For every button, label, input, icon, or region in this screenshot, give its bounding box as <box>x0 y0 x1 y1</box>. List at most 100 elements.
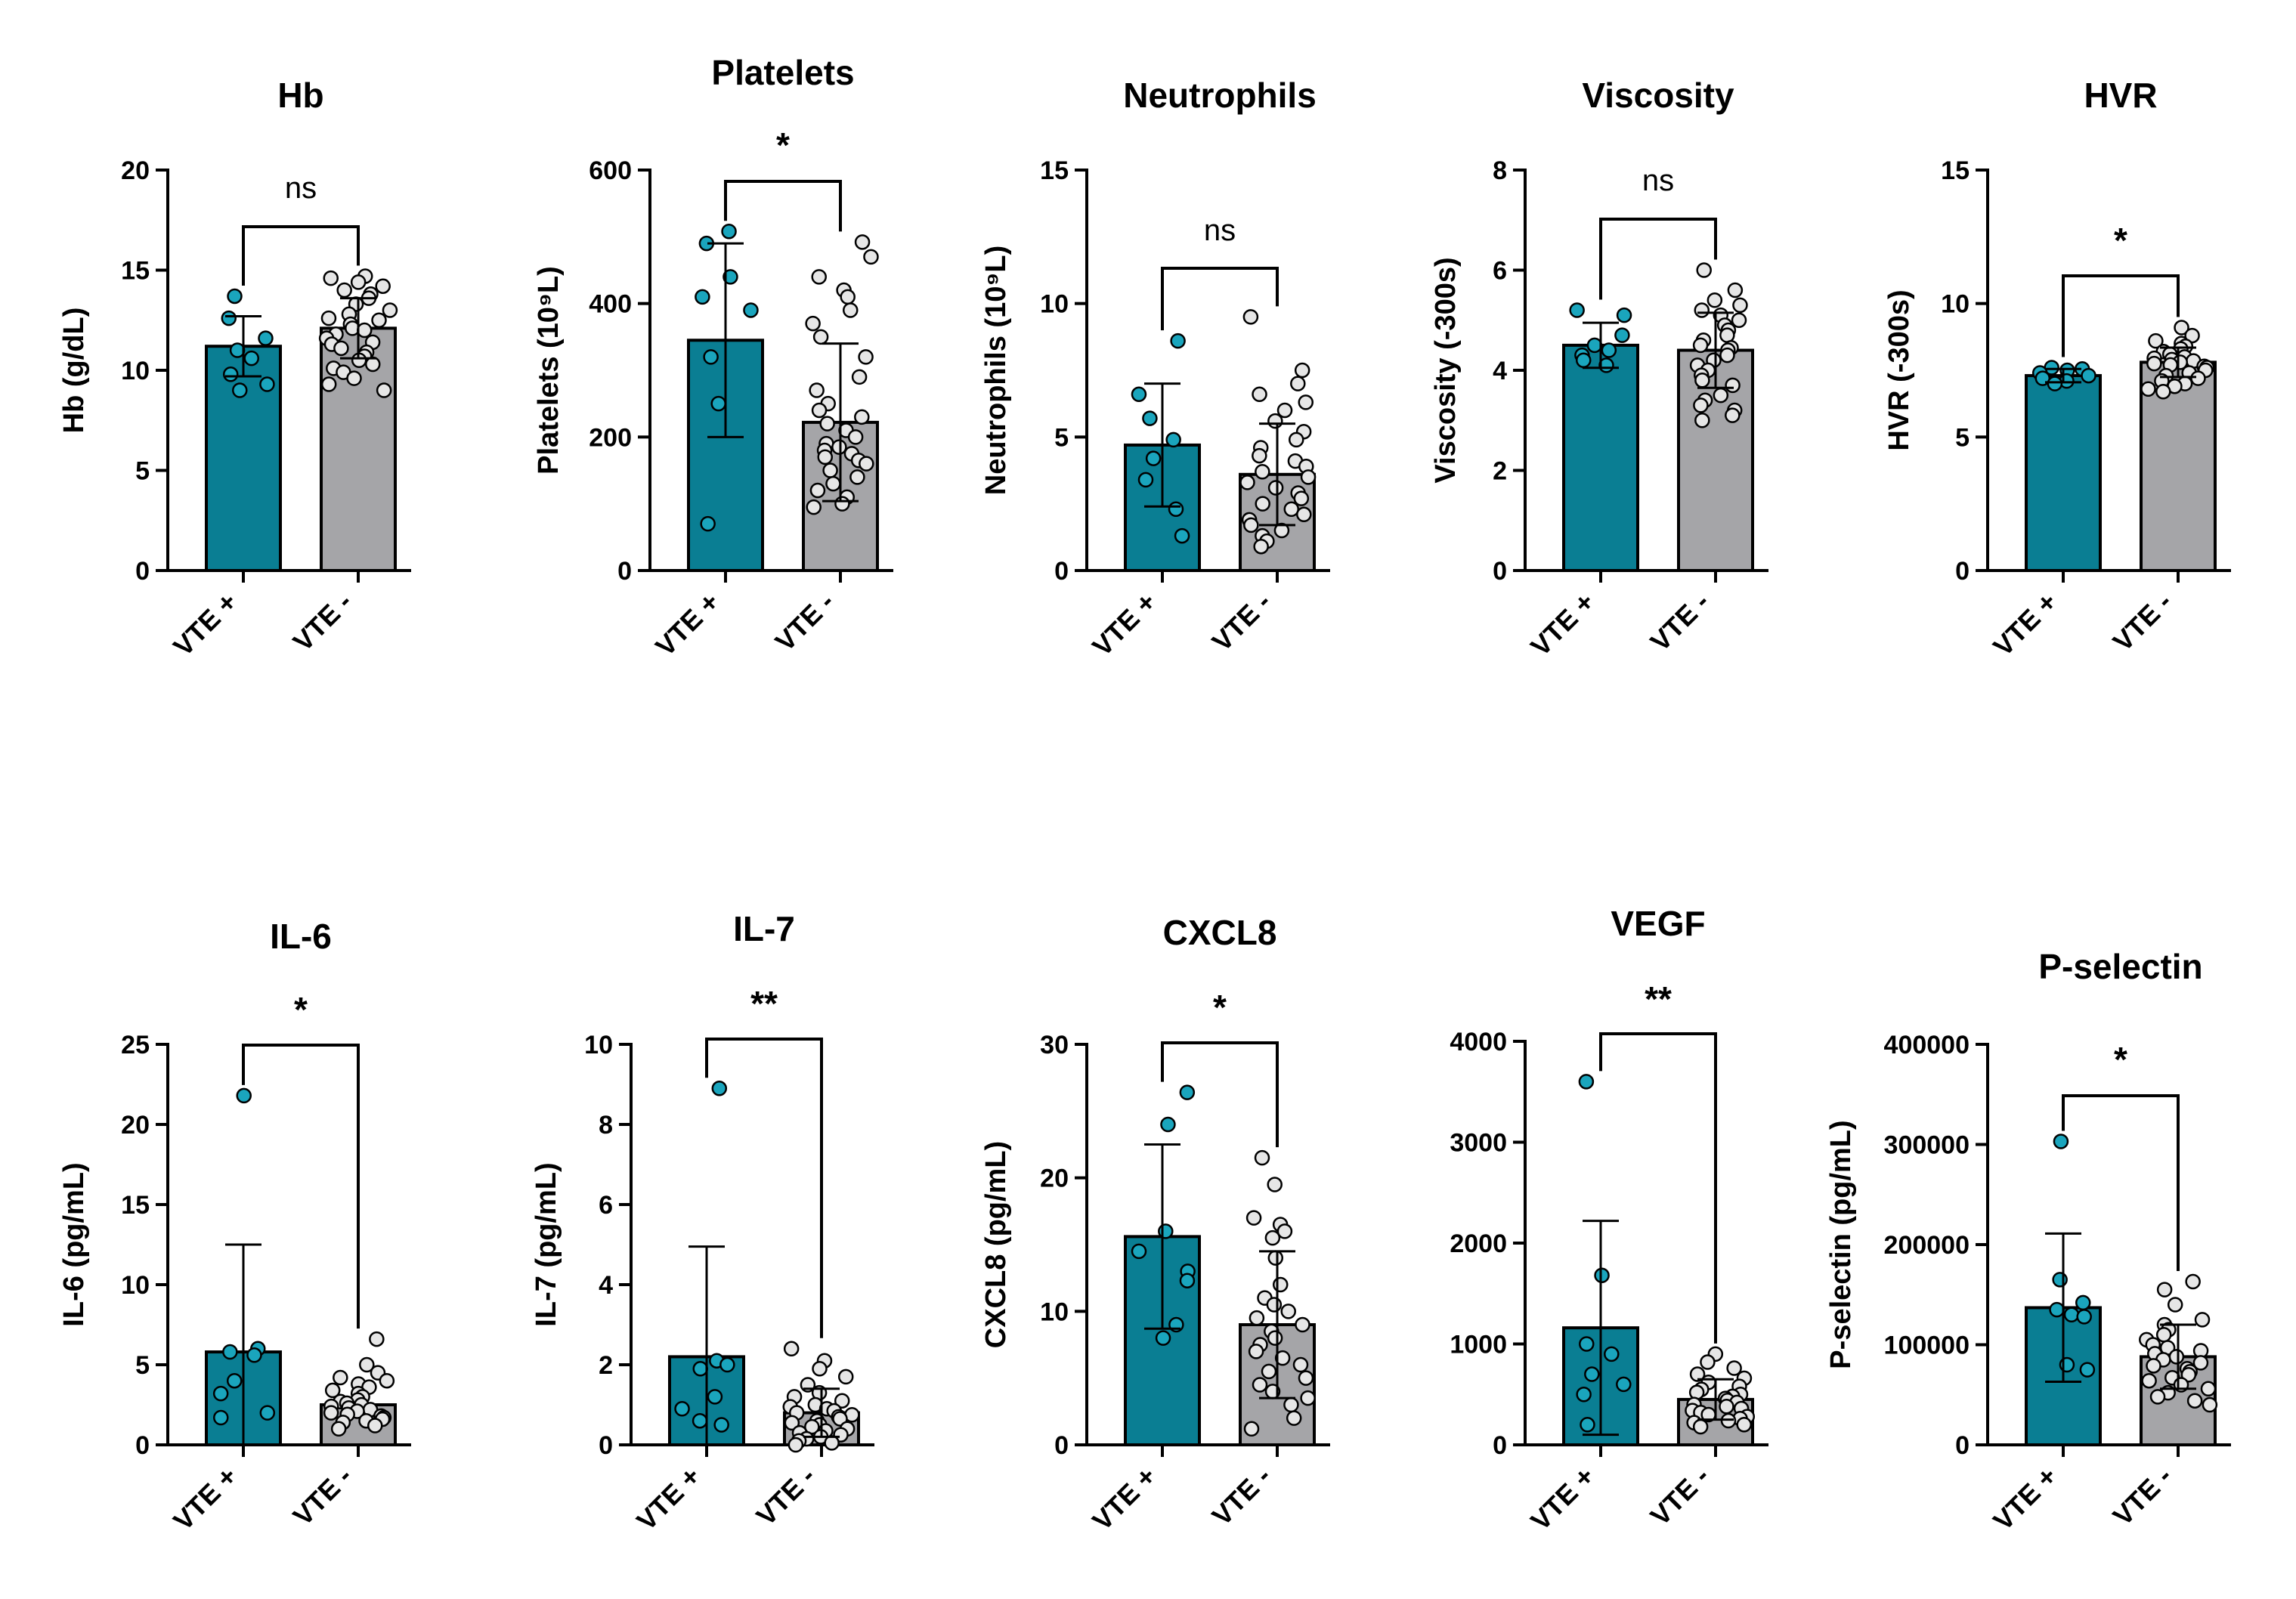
significance-label: ns <box>1204 214 1236 247</box>
significance-label: * <box>294 990 308 1029</box>
data-point <box>1719 347 1735 363</box>
data-point <box>2076 1309 2092 1325</box>
data-point <box>1616 1376 1632 1393</box>
significance-bracket <box>1161 267 1279 331</box>
y-tick-label: 20 <box>121 156 150 185</box>
x-tick-label: VTE - <box>1645 1461 1716 1532</box>
chart-vegf: VEGF 0 1000 2000 3000 4000 VTE + VTE - ** <box>1450 904 1768 1536</box>
y-tick-label: 10 <box>1040 1297 1069 1326</box>
significance-label: * <box>1213 988 1227 1027</box>
data-point <box>863 249 879 265</box>
data-point <box>1273 1276 1289 1293</box>
y-axis-label: Hb (g/dL) <box>58 308 90 434</box>
y-tick-label: 0 <box>1955 1431 1970 1460</box>
data-point <box>1267 1177 1283 1192</box>
significance-bracket <box>242 1044 360 1329</box>
data-point <box>364 356 381 373</box>
data-point <box>1252 1377 1268 1393</box>
data-point <box>1300 469 1317 485</box>
y-tick-label: 100000 <box>1884 1331 1970 1360</box>
y-tick-label: 0 <box>1054 557 1069 586</box>
data-point <box>1245 1210 1262 1226</box>
data-point <box>1694 302 1710 318</box>
data-point <box>359 1356 375 1373</box>
data-point <box>1274 1350 1291 1366</box>
data-point <box>367 1418 383 1434</box>
x-tick-label: VTE - <box>287 1461 358 1532</box>
significance-label: ** <box>1645 979 1672 1019</box>
data-point <box>1713 387 1729 404</box>
bar-vte-neg <box>2140 360 2217 572</box>
y-tick-label: 5 <box>1955 423 1970 452</box>
data-point <box>1604 1346 1620 1362</box>
chart-viscosity: Viscosity Viscosity (-300s) 0 2 4 6 8 VTE + VTE … <box>1430 76 1768 662</box>
data-point <box>1267 1250 1284 1266</box>
data-point <box>2156 1282 2173 1297</box>
y-tick-label: 20 <box>1040 1164 1069 1193</box>
data-point <box>243 350 260 367</box>
data-point <box>1276 1223 1293 1239</box>
data-point <box>226 1372 243 1389</box>
data-point <box>809 482 826 499</box>
y-tick-label: 2 <box>1493 457 1507 486</box>
significance-label: * <box>776 125 790 165</box>
chart-hb: Hb Hb (g/dL) 0 5 10 15 20 VTE + VTE - ns <box>58 76 411 662</box>
data-point <box>1616 307 1632 323</box>
data-point <box>2075 1294 2091 1311</box>
y-tick-label: 4 <box>599 1271 613 1300</box>
data-point <box>1700 1354 1716 1370</box>
x-tick-label: VTE - <box>287 586 358 657</box>
y-tick-label: 5 <box>135 457 150 486</box>
data-point <box>1296 506 1312 523</box>
significance-label: ** <box>750 984 778 1023</box>
y-tick-label: 0 <box>1054 1431 1069 1460</box>
y-tick-label: 0 <box>617 557 632 586</box>
data-point <box>2146 1358 2161 1374</box>
data-point <box>2052 1272 2068 1288</box>
data-point <box>356 322 373 339</box>
y-tick-label: 2000 <box>1450 1229 1507 1258</box>
data-point <box>379 1372 395 1389</box>
data-point <box>858 349 874 365</box>
data-point <box>2194 1312 2211 1328</box>
data-point <box>2155 384 2171 400</box>
y-tick-label: 15 <box>121 1191 150 1220</box>
data-point <box>851 369 868 385</box>
chart-il6: IL-6 IL-6 (pg/mL) 0 5 10 15 20 25 VTE + VTE - * <box>58 917 411 1536</box>
y-tick-label: 0 <box>135 557 150 586</box>
data-point <box>1692 337 1709 354</box>
data-point <box>1179 1273 1196 1288</box>
data-point <box>1174 527 1190 544</box>
y-axis-label: Viscosity (-300s) <box>1430 257 1462 483</box>
data-point <box>674 1401 690 1417</box>
data-point <box>1731 312 1747 328</box>
data-point <box>840 289 856 305</box>
data-point <box>1692 1418 1709 1435</box>
data-point <box>723 269 738 285</box>
data-point <box>1578 1074 1595 1090</box>
data-point <box>320 376 337 392</box>
data-point <box>1165 431 1181 448</box>
data-point <box>236 1087 252 1104</box>
data-point <box>212 1385 229 1402</box>
x-tick-label: VTE - <box>769 586 840 657</box>
data-point <box>222 1344 238 1360</box>
chart-title: IL-7 <box>733 909 795 948</box>
x-tick-label: VTE + <box>1987 1461 2062 1536</box>
data-point <box>1584 1366 1600 1382</box>
y-tick-label: 8 <box>599 1111 613 1140</box>
data-point <box>692 1361 708 1377</box>
data-point <box>1243 517 1259 534</box>
significance-label: * <box>2114 1040 2127 1079</box>
data-point <box>1719 327 1735 343</box>
y-tick-label: 10 <box>121 1271 150 1300</box>
y-tick-label: 200 <box>589 423 632 452</box>
significance-label: ns <box>285 172 317 205</box>
data-point <box>221 310 237 326</box>
y-tick-label: 0 <box>599 1431 613 1460</box>
data-point <box>2168 1349 2185 1365</box>
y-axis-label: Neutrophils (10⁹L) <box>980 246 1012 496</box>
bar-vte-pos <box>1562 343 1639 572</box>
data-point <box>1707 292 1723 308</box>
